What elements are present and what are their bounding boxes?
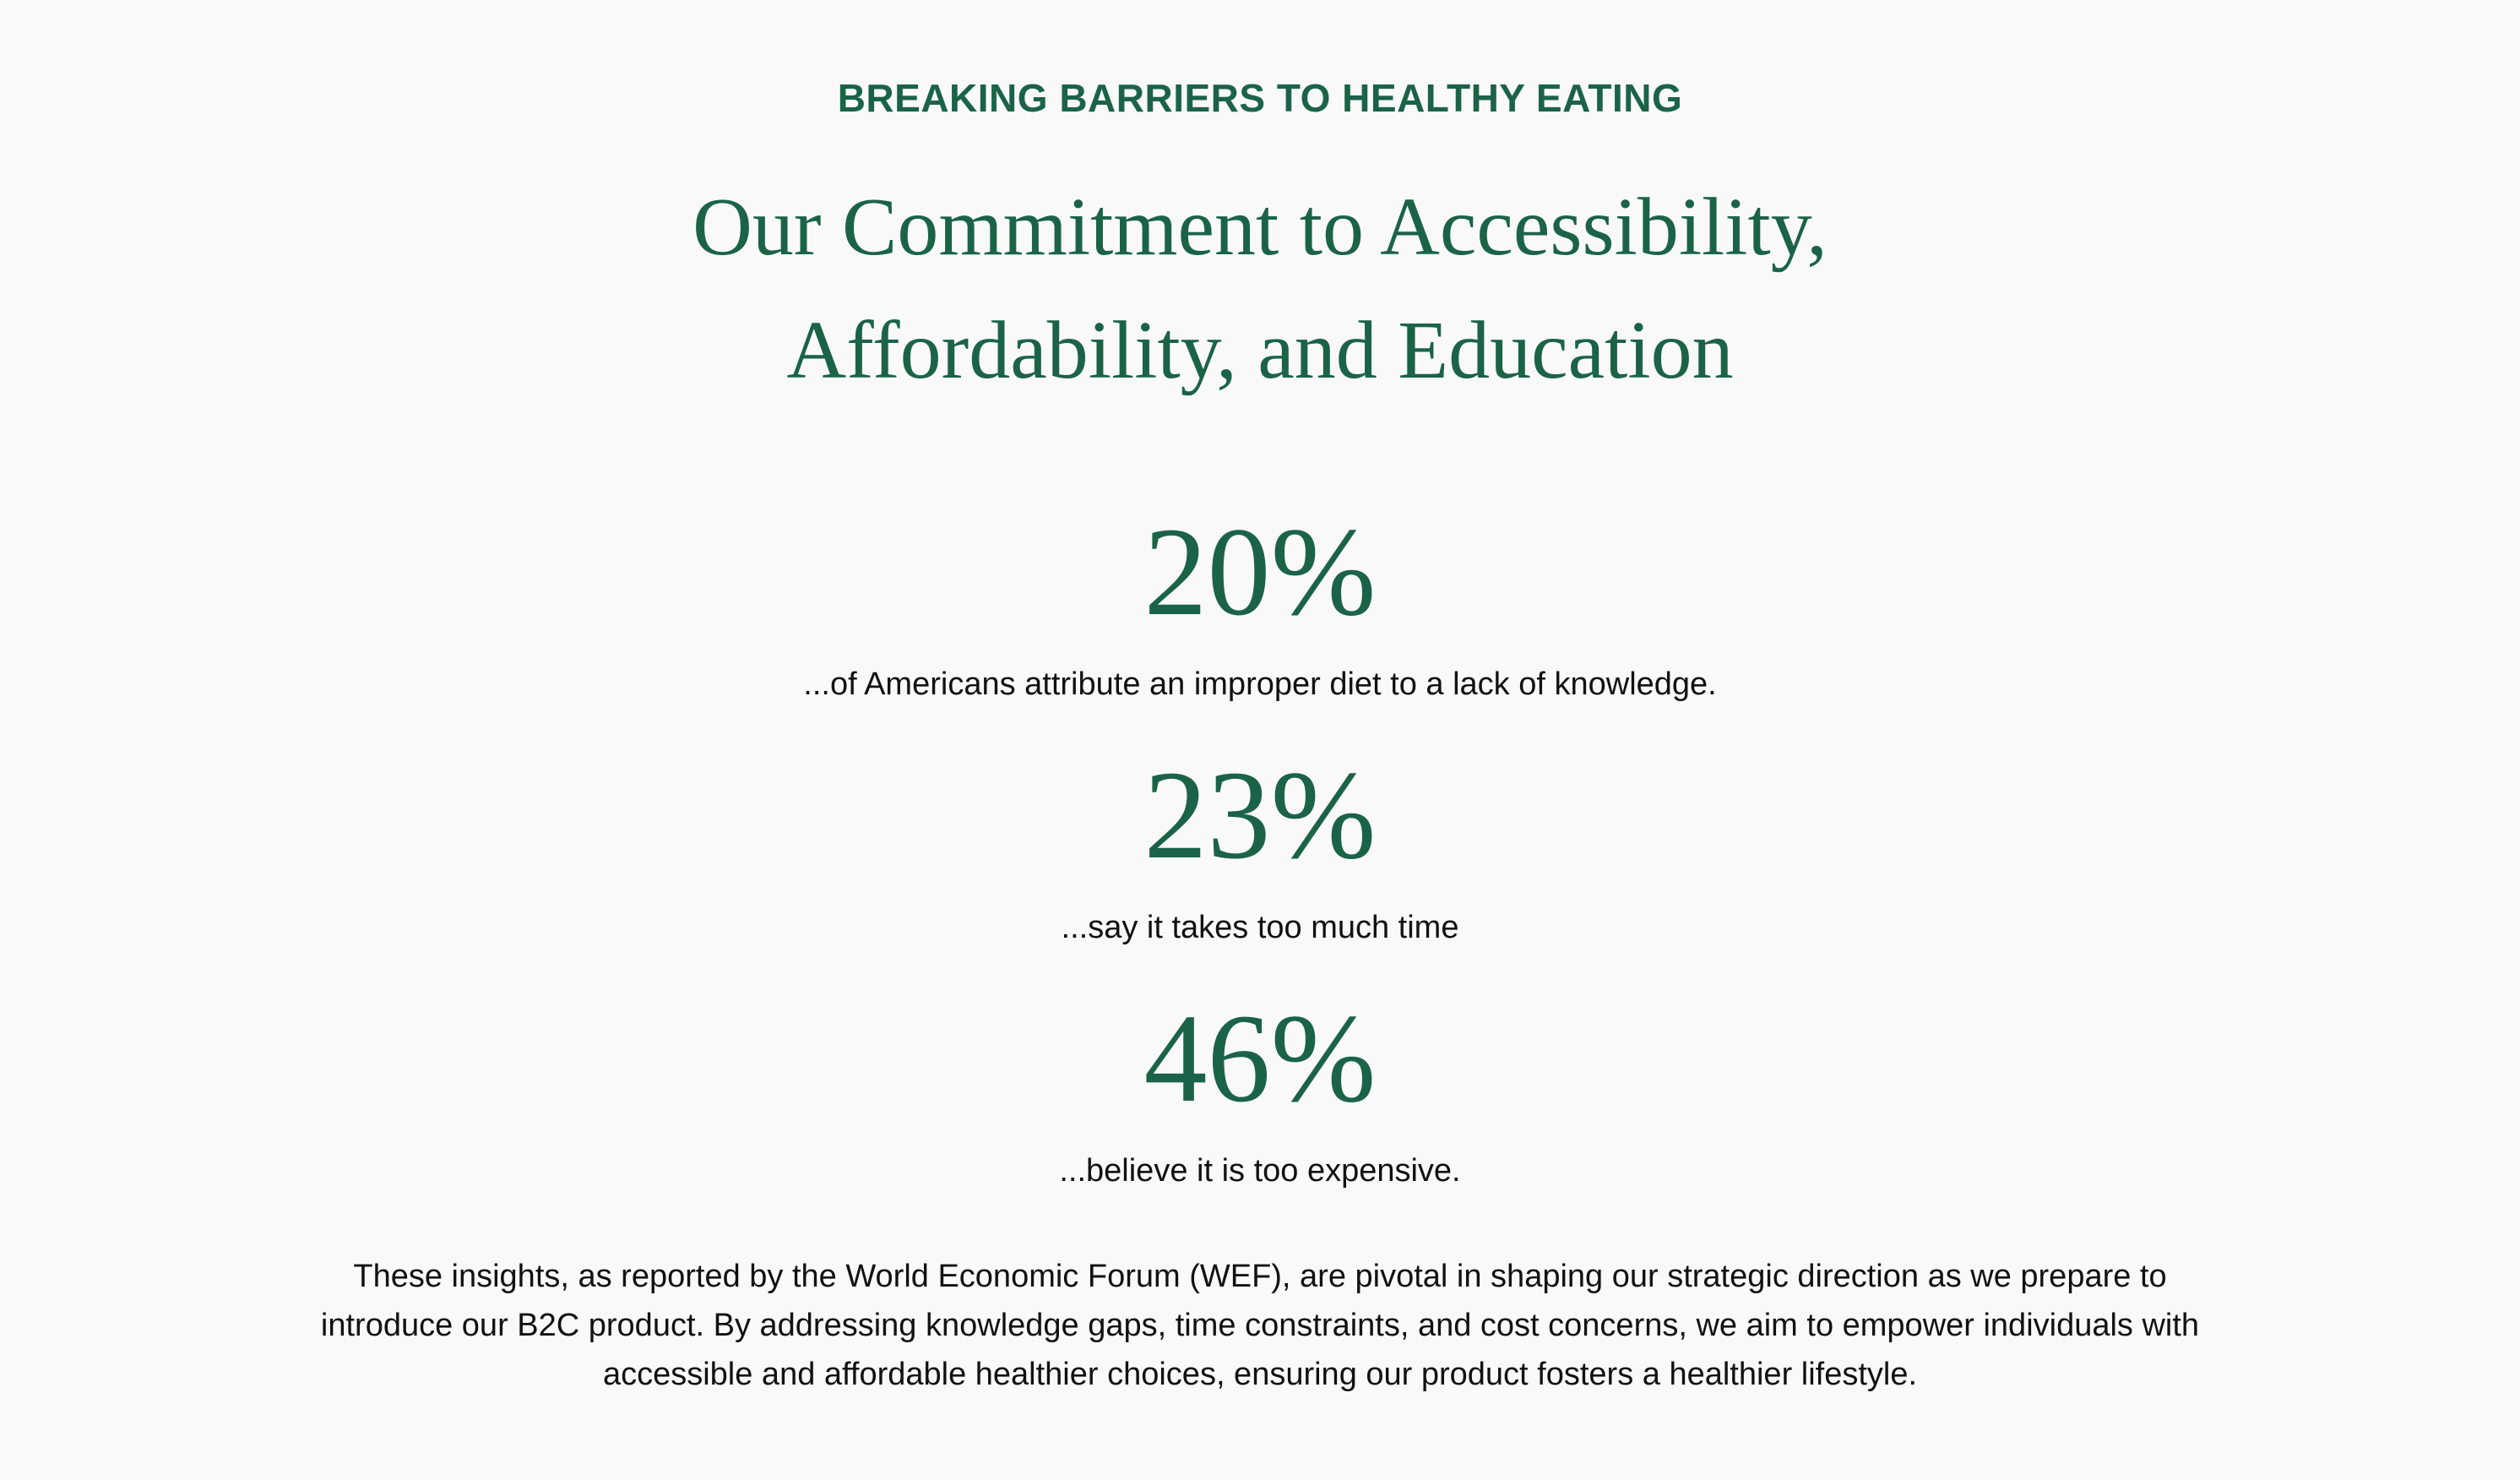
paragraph-line-2: introduce our B2C product. By addressing… bbox=[320, 1308, 2200, 1343]
stat-cost: 46% ...believe it is too expensive. bbox=[0, 987, 2520, 1193]
stat-knowledge: 20% ...of Americans attribute an imprope… bbox=[0, 500, 2520, 706]
stat-caption: ...say it takes too much time bbox=[1061, 910, 1459, 945]
stat-caption: ...of Americans attribute an improper di… bbox=[803, 667, 1717, 702]
stat-caption: ...believe it is too expensive. bbox=[1059, 1153, 1461, 1189]
section-eyebrow: BREAKING BARRIERS TO HEALTHY EATING bbox=[837, 76, 1683, 120]
section-headline: Our Commitment to Accessibility, Afforda… bbox=[0, 166, 2520, 412]
stat-time: 23% ...say it takes too much time bbox=[0, 743, 2520, 949]
insights-paragraph: These insights, as reported by the World… bbox=[287, 1252, 2233, 1399]
stat-value: 20% bbox=[1143, 502, 1377, 642]
paragraph-line-3: accessible and affordable healthier choi… bbox=[602, 1357, 1918, 1392]
stat-value: 46% bbox=[1143, 988, 1377, 1129]
paragraph-line-1: These insights, as reported by the World… bbox=[353, 1259, 2167, 1294]
stat-value: 23% bbox=[1143, 745, 1377, 885]
headline-line-1: Our Commitment to Accessibility, bbox=[692, 182, 1828, 273]
headline-line-2: Affordability, and Education bbox=[786, 305, 1734, 396]
